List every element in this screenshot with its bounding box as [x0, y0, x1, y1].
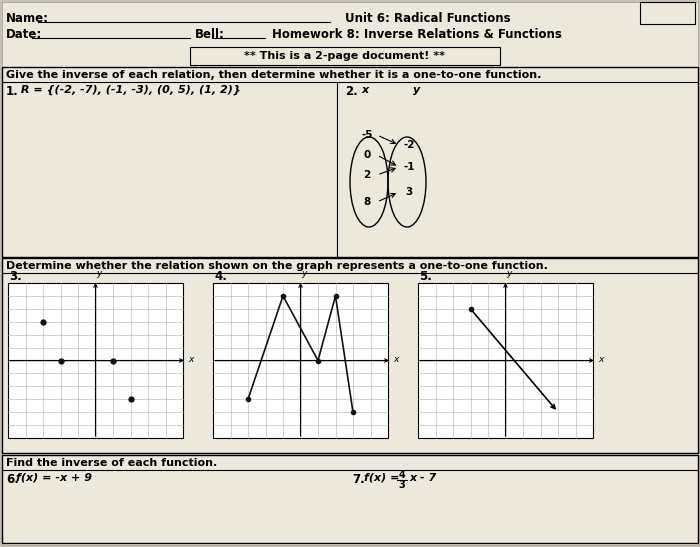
Text: Give the inverse of each relation, then determine whether it is a one-to-one fun: Give the inverse of each relation, then … [6, 70, 541, 80]
Text: Bell:: Bell: [195, 28, 225, 41]
Bar [2, 258, 698, 453]
Text: 6.: 6. [6, 473, 19, 486]
Text: 5.: 5. [419, 270, 432, 283]
Text: -1: -1 [403, 162, 414, 172]
Text: x: x [598, 355, 603, 364]
Text: x: x [188, 355, 193, 364]
Text: x - 7: x - 7 [409, 473, 436, 483]
Text: 4.: 4. [214, 270, 227, 283]
Text: Find the inverse of each function.: Find the inverse of each function. [6, 458, 217, 468]
Text: 3: 3 [398, 480, 405, 490]
Text: y: y [302, 269, 307, 278]
Text: x: x [361, 85, 368, 95]
Text: x: x [393, 355, 398, 364]
Text: 0: 0 [363, 150, 370, 160]
Text: 2: 2 [363, 170, 370, 180]
Bar [418, 283, 593, 438]
Text: 1.: 1. [6, 85, 19, 98]
Text: f(x) = -x + 9: f(x) = -x + 9 [16, 473, 92, 483]
Text: 8: 8 [363, 197, 370, 207]
Text: 3: 3 [405, 187, 412, 197]
Text: -2: -2 [403, 140, 414, 150]
Text: Name:: Name: [6, 12, 49, 25]
Text: -5: -5 [361, 130, 372, 140]
Bar [8, 283, 183, 438]
Bar [213, 283, 388, 438]
Text: Date:: Date: [6, 28, 42, 41]
Bar [640, 2, 695, 24]
Text: Homework 8: Inverse Relations & Functions: Homework 8: Inverse Relations & Function… [272, 28, 562, 41]
Text: 7.: 7. [352, 473, 365, 486]
Text: 3.: 3. [9, 270, 22, 283]
Text: ** This is a 2-page document! **: ** This is a 2-page document! ** [244, 51, 445, 61]
Text: 4: 4 [398, 470, 405, 480]
Text: y: y [97, 269, 102, 278]
Text: y: y [413, 85, 420, 95]
Bar [2, 67, 698, 257]
Text: Determine whether the relation shown on the graph represents a one-to-one functi: Determine whether the relation shown on … [6, 261, 548, 271]
Text: y: y [507, 269, 512, 278]
Text: R = {(-2, -7), (-1, -3), (0, 5), (1, 2)}: R = {(-2, -7), (-1, -3), (0, 5), (1, 2)} [17, 85, 241, 95]
Text: f(x) =: f(x) = [364, 473, 400, 483]
Bar [2, 455, 698, 543]
Text: 2.: 2. [345, 85, 358, 98]
Bar [190, 47, 500, 65]
Text: Unit 6: Radical Functions: Unit 6: Radical Functions [345, 12, 510, 25]
